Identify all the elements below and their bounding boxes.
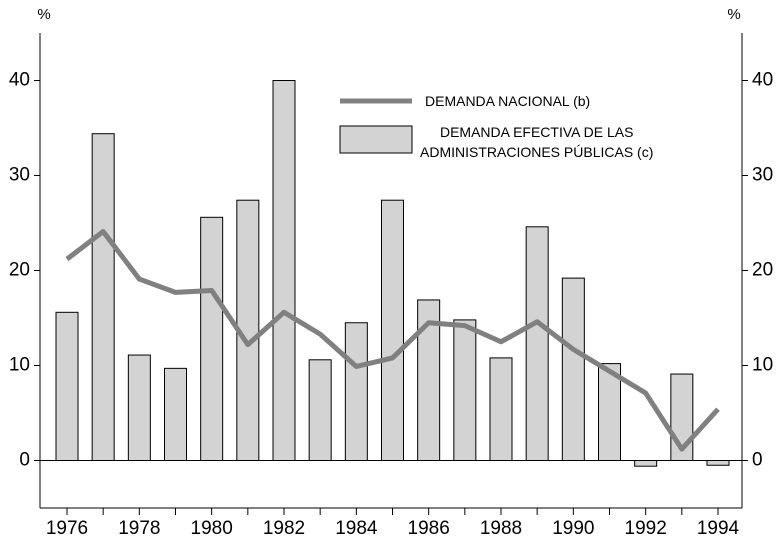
- x-tick-label: 1978: [118, 518, 160, 539]
- x-tick-label: 1990: [552, 518, 594, 539]
- y2-tick-label: 30: [752, 165, 773, 186]
- bar: [55, 311, 79, 461]
- bar: [561, 277, 585, 461]
- x-tick-label: 1976: [46, 518, 88, 539]
- x-tick-label: 1980: [191, 518, 233, 539]
- y-tick-label: 30: [9, 165, 30, 186]
- x-tick-label: 1982: [263, 518, 305, 539]
- bar: [525, 226, 549, 461]
- legend-label: DEMANDA NACIONAL (b): [425, 93, 591, 109]
- y-tick-label: 40: [9, 70, 30, 91]
- bar: [344, 322, 368, 461]
- x-tick-label: 1984: [335, 518, 378, 539]
- bar: [417, 299, 441, 462]
- bar: [127, 354, 151, 461]
- y2-tick-label: 0: [752, 450, 763, 471]
- bar: [381, 199, 404, 461]
- bar: [91, 133, 115, 461]
- bar: [489, 357, 513, 461]
- bar: [308, 359, 332, 461]
- bar: [272, 80, 296, 461]
- x-tick-label: 1986: [408, 518, 450, 539]
- y2-tick-label: 40: [752, 70, 773, 91]
- y-tick-label: 20: [9, 260, 30, 281]
- legend-swatch: [339, 125, 413, 154]
- y-tick-label: 0: [19, 450, 30, 471]
- bar: [164, 367, 187, 462]
- bar: [598, 363, 621, 462]
- line: [65, 229, 720, 452]
- legend-label: DEMANDA EFECTIVA DE LAS ADMINISTRACIONES…: [420, 124, 654, 160]
- x-tick-label: 1992: [625, 518, 667, 539]
- y2-tick-label: 10: [752, 355, 773, 376]
- x-tick-label: 1988: [480, 518, 522, 539]
- x-tick-label: 1994: [697, 518, 740, 539]
- y-axis-label: %: [37, 6, 50, 23]
- bar: [706, 460, 730, 466]
- y2-axis-label: %: [727, 6, 740, 23]
- y-tick-label: 10: [9, 355, 30, 376]
- bar: [634, 460, 658, 467]
- bar: [200, 216, 224, 461]
- y2-tick-label: 20: [752, 260, 773, 281]
- bar: [453, 319, 477, 461]
